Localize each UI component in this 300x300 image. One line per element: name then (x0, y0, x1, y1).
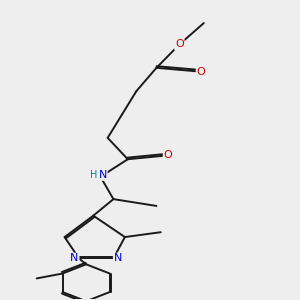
Text: O: O (175, 40, 184, 50)
Text: N: N (114, 254, 122, 263)
Text: N: N (70, 254, 79, 263)
Text: O: O (164, 150, 172, 160)
Text: H: H (90, 170, 98, 180)
Text: O: O (196, 67, 205, 77)
Text: N: N (99, 170, 107, 180)
